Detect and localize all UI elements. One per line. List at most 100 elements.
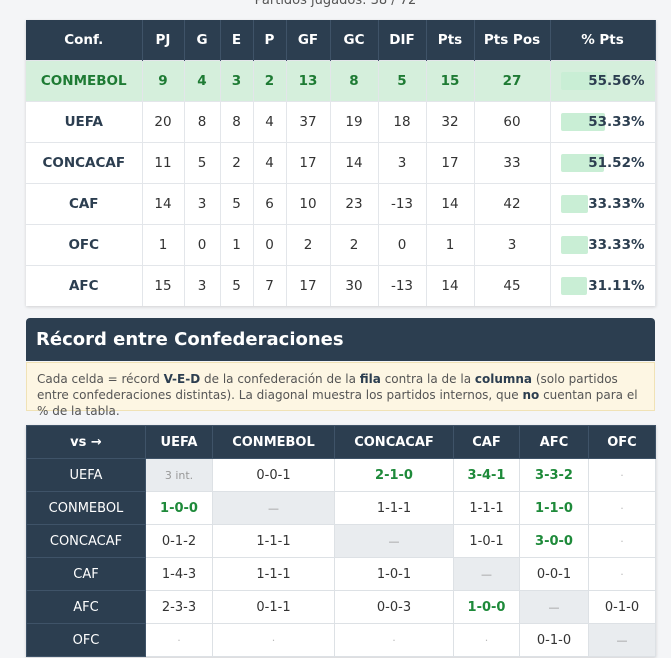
row: CONMEBOL 9 4 3 2 13 8 5 15 27 55.56% <box>26 60 656 102</box>
cell: 0 <box>378 224 427 266</box>
cell: · <box>334 623 454 657</box>
row: AFC 2-3-3 0-1-1 0-0-3 1-0-0—0-1-0 <box>26 590 656 624</box>
cell: 3 <box>474 224 551 266</box>
cell: -13 <box>378 265 427 306</box>
pct-text: 31.11% <box>588 278 645 294</box>
cell: 14 <box>330 142 379 184</box>
cell: — <box>334 524 454 558</box>
note-text: no <box>522 388 540 402</box>
pct-text: 33.33% <box>588 196 645 212</box>
standings-table: Conf. PJ G E P GF GC DIF Pts Pts Pos% Pts CONMEBOL… <box>26 20 656 306</box>
column-header: Pts Pos <box>474 20 551 61</box>
cell: 2 <box>253 60 287 102</box>
cell: 13 <box>286 60 331 102</box>
cell: 51.52% <box>550 142 656 184</box>
cell: 5 <box>220 265 254 306</box>
cell: 1-1-1 <box>334 491 454 525</box>
column-header: AFC <box>519 425 589 459</box>
cell: 3-4-1 <box>453 458 520 492</box>
cell: 1-0-0 <box>145 491 213 525</box>
cell: 14 <box>142 183 185 225</box>
cell: 17 <box>286 142 331 184</box>
column-header: GC <box>330 20 379 61</box>
row: OFC 1 0 1 0 2 2 0 1 3 33.33% <box>26 224 656 266</box>
row-header: CONCACAF <box>26 524 146 558</box>
row: CONCACAF 11 5 2 4 17 14 3 17 33 51.52% <box>26 142 656 184</box>
note-text: fila <box>359 372 381 386</box>
cell: 15 <box>142 265 185 306</box>
cell: 0-1-0 <box>519 623 589 657</box>
cell: 3-0-0 <box>519 524 589 558</box>
cell: 37 <box>286 101 331 143</box>
note-text: (solo partidos entre confederaciones dis… <box>37 372 618 402</box>
row-header: CONMEBOL <box>26 491 146 525</box>
row: UEFA 20 8 8 4 37 19 18 32 60 53.33% <box>26 101 656 143</box>
cell: 2 <box>220 142 254 184</box>
note-text: cuentan para el % de la tabla. <box>37 388 638 418</box>
cell: 19 <box>330 101 379 143</box>
column-header: PJ <box>142 20 185 61</box>
cell: 4 <box>253 101 287 143</box>
cell: 3 <box>184 265 221 306</box>
cell: 0-1-2 <box>145 524 213 558</box>
row: CONMEBOL 1-0-0—1-1-1 1-1-1 1-1-0 · <box>26 491 656 525</box>
row-header: UEFA <box>26 458 146 492</box>
pct-text: 53.33% <box>588 114 645 130</box>
column-header: OFC <box>588 425 656 459</box>
cell: 33.33% <box>550 224 656 266</box>
cell: 2 <box>330 224 379 266</box>
note-text: V-E-D <box>163 372 201 386</box>
column-header: CONMEBOL <box>212 425 335 459</box>
conf-name: UEFA <box>26 101 143 143</box>
cell: 3 <box>378 142 427 184</box>
cell: 0-1-0 <box>588 590 656 624</box>
cell: 53.33% <box>550 101 656 143</box>
cell: 3 <box>184 183 221 225</box>
conf-name: AFC <box>26 265 143 306</box>
row: CONCACAF 0-1-2 1-1-1—1-0-1 3-0-0 · <box>26 524 656 558</box>
cell: 5 <box>378 60 427 102</box>
column-header: DIF <box>378 20 427 61</box>
cell: 55.56% <box>550 60 656 102</box>
cell: 1-1-1 <box>212 557 335 591</box>
cell: 11 <box>142 142 185 184</box>
cell: 1-0-0 <box>453 590 520 624</box>
cell: · <box>588 524 656 558</box>
column-header: Pts <box>426 20 475 61</box>
row: CAF 1-4-3 1-1-1 1-0-1—0-0-1 · <box>26 557 656 591</box>
cell: — <box>453 557 520 591</box>
pct-box: 55.56% <box>560 70 645 92</box>
cell: · <box>145 623 213 657</box>
conf-name: CONMEBOL <box>26 60 143 102</box>
row-header: CAF <box>26 557 146 591</box>
column-header: G <box>184 20 221 61</box>
column-header: % Pts <box>550 20 656 61</box>
column-header: P <box>253 20 287 61</box>
row-header: AFC <box>26 590 146 624</box>
cell: 1-1-1 <box>212 524 335 558</box>
cell: 1-4-3 <box>145 557 213 591</box>
cell: 4 <box>253 142 287 184</box>
cell: 45 <box>474 265 551 306</box>
cell: 20 <box>142 101 185 143</box>
cell: 5 <box>184 142 221 184</box>
cell: 27 <box>474 60 551 102</box>
pct-text: 33.33% <box>588 237 645 253</box>
cell: · <box>453 623 520 657</box>
row: AFC 15 3 5 7 17 30 -13 14 45 31.11% <box>26 265 656 306</box>
cell: 1 <box>220 224 254 266</box>
cell: 4 <box>184 60 221 102</box>
conf-name: OFC <box>26 224 143 266</box>
cell: -13 <box>378 183 427 225</box>
cell: 17 <box>286 265 331 306</box>
pct-text: 51.52% <box>588 155 645 171</box>
cell: 8 <box>220 101 254 143</box>
cell: · <box>588 458 656 492</box>
pct-text: 55.56% <box>588 73 645 89</box>
pct-bar <box>560 236 589 254</box>
column-header: vs → <box>26 425 146 459</box>
cell: 32 <box>426 101 475 143</box>
pct-box: 53.33% <box>560 111 645 133</box>
pct-bar <box>560 195 589 213</box>
column-header: CONCACAF <box>334 425 454 459</box>
